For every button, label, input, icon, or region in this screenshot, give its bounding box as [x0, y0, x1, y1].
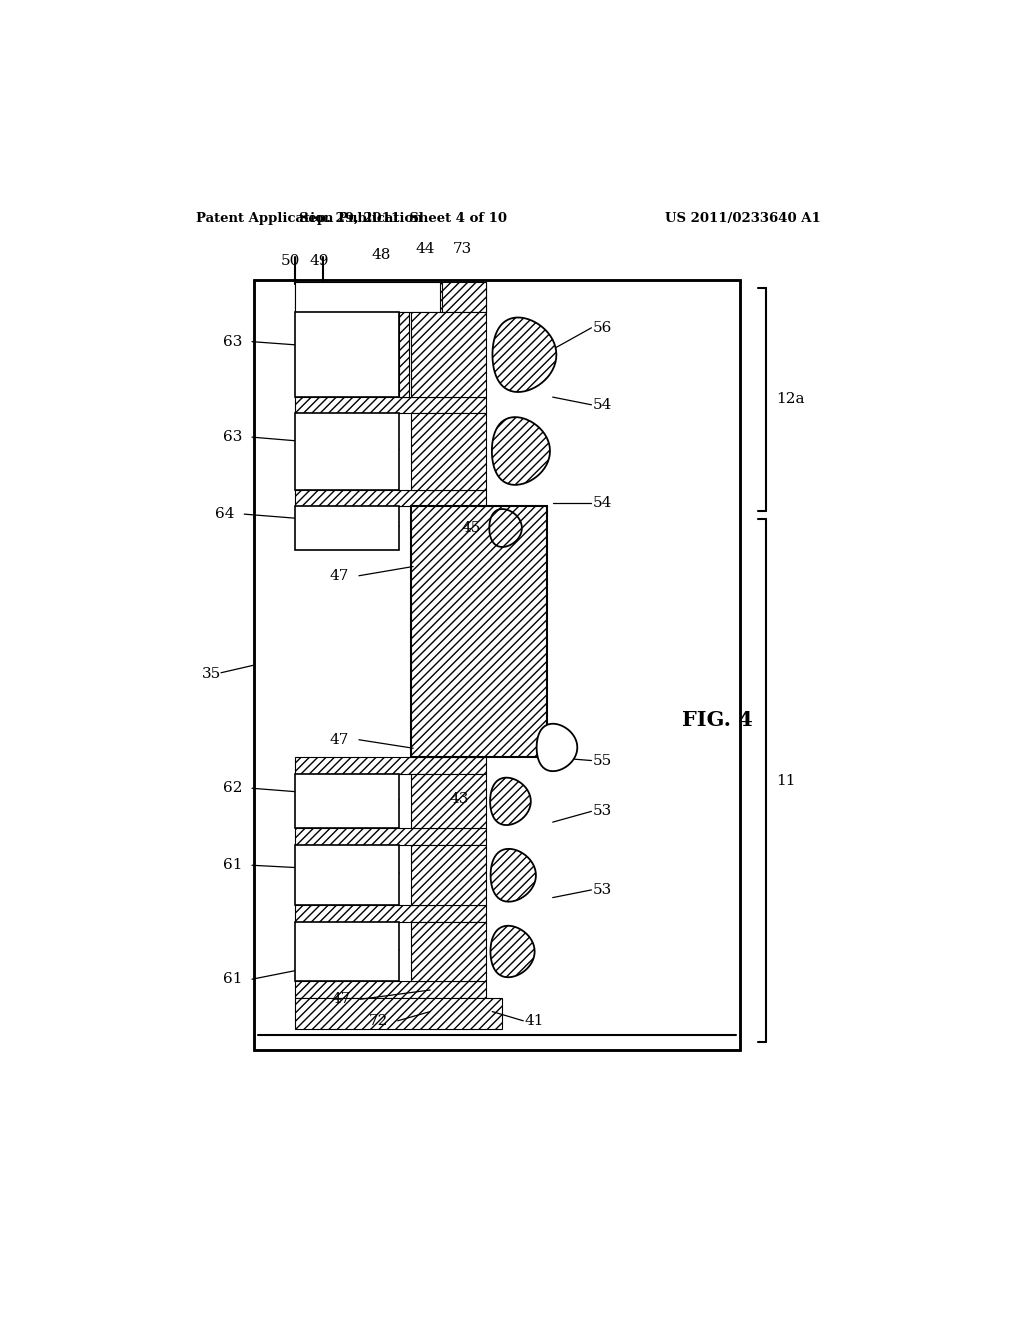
Bar [295, 507, 399, 549]
Bar [295, 923, 399, 981]
Text: 11: 11 [776, 774, 796, 788]
Text: 47: 47 [330, 733, 349, 747]
Bar [295, 845, 399, 906]
Text: 45: 45 [461, 521, 480, 535]
Bar [411, 507, 547, 758]
Bar [254, 280, 740, 1051]
Text: 63: 63 [223, 430, 243, 444]
Text: 12a: 12a [776, 392, 805, 407]
Bar [295, 981, 486, 998]
Polygon shape [490, 925, 535, 977]
Bar [295, 998, 502, 1028]
Text: 41: 41 [524, 1014, 545, 1028]
Text: FIG. 4: FIG. 4 [682, 710, 753, 730]
Text: 64: 64 [215, 507, 234, 521]
Text: Patent Application Publication: Patent Application Publication [197, 213, 423, 224]
Bar [295, 313, 399, 397]
Bar [411, 313, 486, 397]
Bar [254, 280, 740, 1051]
Polygon shape [492, 417, 550, 484]
Text: 54: 54 [593, 496, 612, 511]
Text: 73: 73 [454, 243, 472, 256]
Text: 62: 62 [223, 781, 243, 795]
Text: 44: 44 [415, 243, 434, 256]
Polygon shape [493, 318, 556, 392]
Bar [295, 412, 399, 490]
Text: US 2011/0233640 A1: US 2011/0233640 A1 [665, 213, 821, 224]
Text: 55: 55 [593, 754, 612, 767]
Bar [295, 758, 486, 775]
Bar [295, 281, 486, 313]
Text: 54: 54 [593, 397, 612, 412]
Text: 56: 56 [593, 321, 612, 335]
Bar [411, 507, 547, 758]
Bar [442, 281, 486, 313]
Polygon shape [490, 849, 536, 902]
Text: 53: 53 [593, 804, 612, 818]
Text: 63: 63 [223, 335, 243, 348]
Text: 61: 61 [223, 858, 243, 873]
Text: 50: 50 [281, 253, 300, 268]
Bar [295, 906, 486, 923]
Text: 61: 61 [223, 973, 243, 986]
Text: 35: 35 [202, 668, 221, 681]
Bar [411, 412, 486, 490]
Bar [295, 397, 486, 412]
Text: 53: 53 [593, 883, 612, 896]
Polygon shape [490, 777, 530, 825]
Polygon shape [489, 510, 522, 546]
Text: 72: 72 [369, 1014, 388, 1028]
Bar [295, 281, 440, 313]
Text: 49: 49 [309, 253, 329, 268]
Text: 43: 43 [450, 792, 469, 807]
Text: Sep. 29, 2011  Sheet 4 of 10: Sep. 29, 2011 Sheet 4 of 10 [299, 213, 507, 224]
Polygon shape [537, 723, 578, 771]
Text: 48: 48 [372, 248, 391, 261]
Bar [411, 845, 486, 906]
Text: 47: 47 [330, 569, 349, 582]
Bar [411, 923, 486, 981]
Bar [295, 490, 486, 507]
Bar [411, 775, 486, 829]
Bar [399, 313, 409, 397]
Bar [295, 775, 399, 829]
Bar [295, 829, 486, 845]
Text: 47: 47 [331, 993, 350, 1006]
